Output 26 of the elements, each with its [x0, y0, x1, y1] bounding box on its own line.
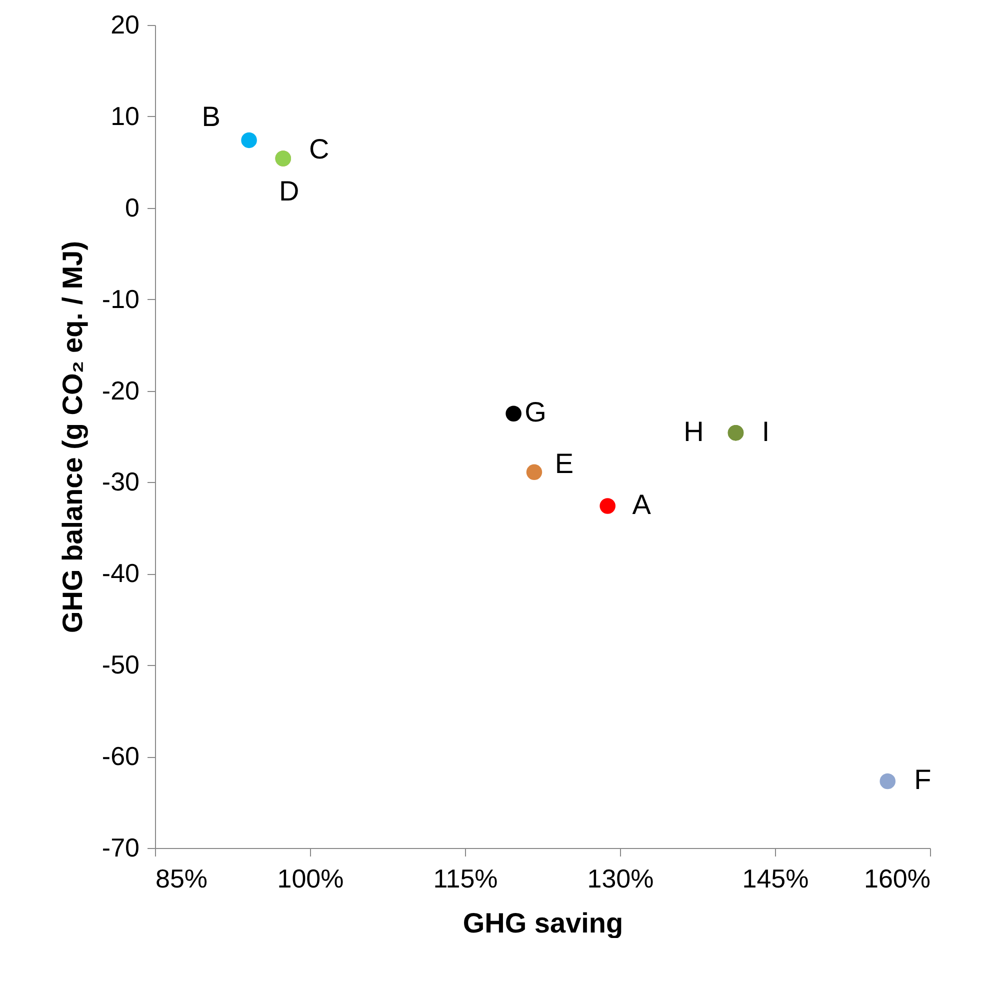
y-tick-label: -40	[102, 558, 140, 588]
x-tick-label: 115%	[433, 864, 498, 894]
x-tick-label: 85%	[156, 864, 208, 894]
y-tick-label: -30	[102, 466, 140, 497]
y-tick-label: 10	[110, 100, 140, 131]
y-tick-label: 20	[110, 10, 140, 40]
y-axis-title: GHG balance (g CO₂ eq. / MJ)	[56, 240, 88, 634]
y-tick-label: -70	[102, 832, 140, 862]
series-label: B	[202, 101, 220, 132]
series-label: H	[684, 416, 704, 447]
series-label: E	[554, 448, 574, 480]
x-tick-label: 100%	[277, 864, 344, 894]
series-label: A	[632, 489, 652, 520]
series-label: D	[279, 176, 300, 207]
y-tick-label: -10	[102, 284, 140, 314]
series-label: F	[914, 764, 932, 796]
series-label: C	[309, 134, 330, 165]
y-tick-label: -60	[102, 741, 140, 772]
series-label: G	[524, 396, 546, 428]
x-tick-label: 160%	[864, 864, 930, 894]
y-tick-label: -50	[102, 650, 140, 680]
x-tick-label: 145%	[742, 864, 809, 894]
x-tick-label: 130%	[587, 864, 654, 894]
series-label: I	[762, 416, 770, 447]
y-tick-label: -20	[102, 375, 140, 406]
y-tick-label: 0	[125, 192, 140, 222]
